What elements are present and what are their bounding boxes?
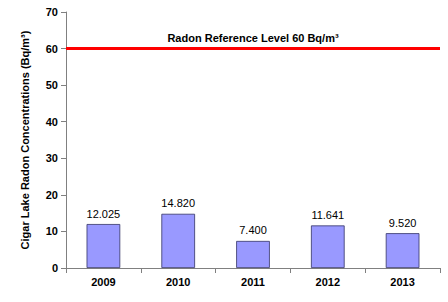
svg-text:10: 10 bbox=[46, 225, 58, 237]
svg-text:50: 50 bbox=[46, 79, 58, 91]
svg-text:2010: 2010 bbox=[166, 276, 190, 288]
svg-text:7.400: 7.400 bbox=[239, 224, 267, 236]
svg-text:9.520: 9.520 bbox=[389, 217, 417, 229]
svg-text:11.641: 11.641 bbox=[311, 209, 344, 221]
svg-text:60: 60 bbox=[46, 43, 58, 55]
svg-text:0: 0 bbox=[52, 262, 58, 274]
svg-text:14.820: 14.820 bbox=[161, 197, 195, 209]
svg-text:12.025: 12.025 bbox=[87, 208, 121, 220]
svg-text:2012: 2012 bbox=[316, 276, 340, 288]
svg-text:Cigar Lake Radon Concentration: Cigar Lake Radon Concentrations (Bq/m³) bbox=[19, 30, 31, 249]
svg-text:40: 40 bbox=[46, 116, 58, 128]
svg-text:Radon Reference Level 60 Bq/m³: Radon Reference Level 60 Bq/m³ bbox=[167, 32, 339, 44]
svg-text:2011: 2011 bbox=[241, 276, 265, 288]
svg-text:2013: 2013 bbox=[390, 276, 414, 288]
svg-text:20: 20 bbox=[46, 189, 58, 201]
svg-text:30: 30 bbox=[46, 152, 58, 164]
svg-text:2009: 2009 bbox=[91, 276, 115, 288]
svg-text:70: 70 bbox=[46, 6, 58, 18]
